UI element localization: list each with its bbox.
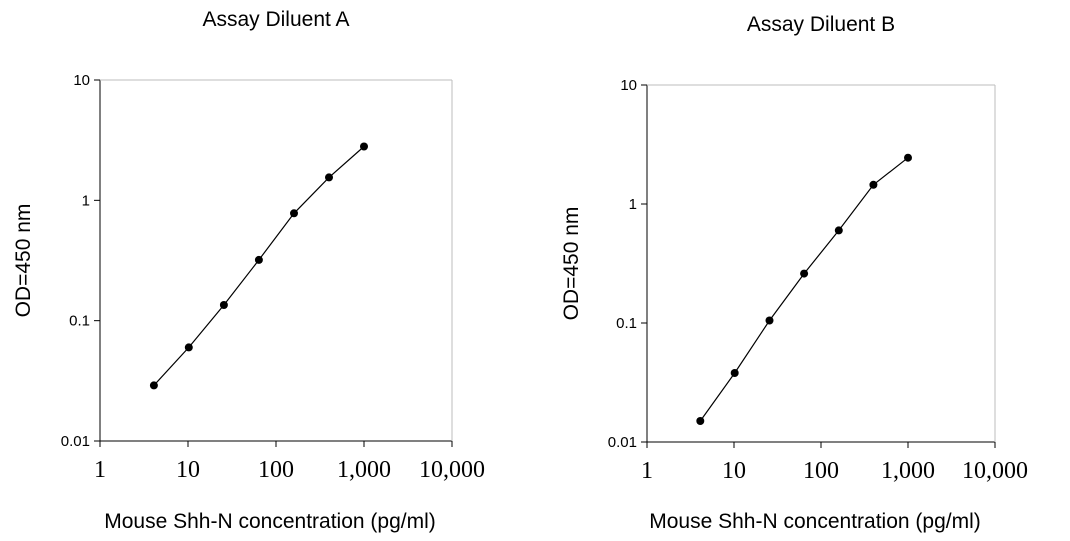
chart-panel-0: Assay Diluent A 0.01 0.1 1 10 1 10 100 1,000 10,0… bbox=[12, 8, 485, 533]
data-point bbox=[696, 417, 705, 425]
data-point bbox=[730, 369, 739, 377]
x-tick-label: 10,000 bbox=[962, 458, 1028, 484]
y-tick-label: 1 bbox=[82, 192, 90, 209]
data-point bbox=[360, 142, 368, 151]
x-tick-label: 10,000 bbox=[419, 457, 485, 483]
series-line bbox=[699, 157, 909, 422]
data-point bbox=[184, 343, 193, 352]
x-tick-label: 1,000 bbox=[337, 457, 391, 483]
x-tick-label: 1,000 bbox=[881, 458, 935, 484]
data-point bbox=[869, 180, 878, 189]
y-tick-label: 0.1 bbox=[69, 313, 90, 330]
data-point bbox=[800, 269, 809, 278]
y-axis-label: OD=450 nm bbox=[560, 207, 583, 321]
chart-title: Assay Diluent A bbox=[202, 8, 349, 31]
data-point bbox=[834, 226, 843, 235]
data-point bbox=[290, 209, 298, 218]
chart-panel-1: Assay Diluent B 0.01 0.1 1 10 1 10 100 1,000 10,0… bbox=[560, 13, 1028, 533]
x-axis-label: Mouse Shh-N concentration (pg/ml) bbox=[104, 510, 435, 533]
x-tick-label: 100 bbox=[258, 457, 294, 483]
y-tick-label: 0.01 bbox=[608, 434, 637, 451]
x-tick-label: 100 bbox=[803, 458, 839, 484]
x-tick-label: 1 bbox=[641, 458, 653, 484]
y-tick-label: 10 bbox=[620, 77, 637, 94]
data-point bbox=[219, 301, 228, 309]
data-point bbox=[325, 173, 333, 182]
data-point bbox=[904, 153, 912, 162]
x-tick-label: 10 bbox=[722, 458, 746, 484]
y-tick-label: 0.1 bbox=[616, 315, 637, 332]
x-axis-label: Mouse Shh-N concentration (pg/ml) bbox=[649, 510, 980, 533]
series-line bbox=[153, 146, 365, 386]
chart-title: Assay Diluent B bbox=[747, 13, 895, 36]
y-tick-label: 0.01 bbox=[61, 433, 90, 450]
y-axis-label: OD=450 nm bbox=[12, 204, 35, 318]
data-point bbox=[765, 316, 774, 325]
y-tick-label: 10 bbox=[73, 72, 90, 89]
x-tick-label: 1 bbox=[94, 457, 106, 483]
x-tick-label: 10 bbox=[176, 457, 200, 483]
data-point bbox=[254, 255, 263, 264]
y-tick-label: 1 bbox=[629, 196, 637, 213]
data-point bbox=[149, 381, 158, 390]
